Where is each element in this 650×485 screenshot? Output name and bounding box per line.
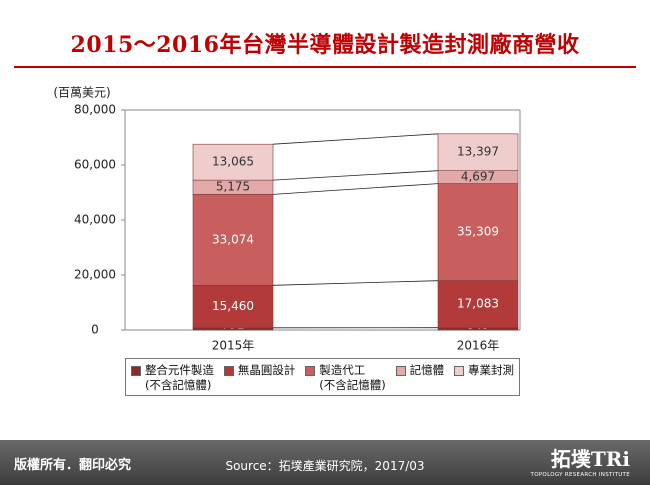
logo-text: 拓墣TRi — [550, 447, 630, 471]
legend-item: 整合元件製造 (不含記憶體) — [130, 363, 214, 393]
y-tick-label: 40,000 — [74, 213, 116, 227]
legend-label: 整合元件製造 (不含記憶體) — [144, 363, 214, 392]
footer: 版權所有．翻印必究 Source：拓墣產業研究院，2017/03 拓墣TRi T… — [0, 440, 650, 485]
copyright: 版權所有．翻印必究 — [14, 458, 132, 473]
logo-subtitle: TOPOLOGY RESEARCH INSTITUTE — [530, 472, 630, 478]
value-label: 13,397 — [457, 145, 499, 159]
title-rule — [14, 66, 636, 68]
x-tick-label: 2016年 — [457, 339, 500, 353]
legend-label: 無晶圓設計 — [237, 363, 296, 377]
source: Source：拓墣產業研究院，2017/03 — [225, 459, 425, 473]
value-label: 5,175 — [216, 180, 250, 194]
legend-label: 製造代工 (不含記憶體) — [319, 363, 386, 392]
connector — [272, 170, 439, 181]
bar-segment — [437, 133, 519, 171]
chart-title: 2015～2016年台灣半導體設計製造封測廠商營收 — [70, 32, 580, 58]
legend-marker — [395, 366, 406, 376]
legend-item: 無晶圓設計 — [223, 363, 296, 378]
y-tick-label: 60,000 — [74, 158, 116, 172]
connector — [272, 280, 439, 286]
value-label: 33,074 — [212, 232, 254, 246]
bar-segment — [192, 143, 274, 181]
legend-marker — [223, 366, 234, 376]
value-label: 15,460 — [212, 299, 254, 313]
value-label: 35,309 — [457, 225, 499, 239]
legend-marker — [130, 366, 141, 376]
value-label: 17,083 — [457, 297, 499, 311]
bar-segment — [437, 183, 519, 281]
y-tick-label: 20,000 — [74, 268, 116, 282]
chart: (百萬美元) 020,00040,00060,00080,00079115,46… — [53, 86, 521, 353]
value-label: 13,065 — [212, 155, 254, 169]
x-tick-label: 2015年 — [212, 339, 255, 353]
legend: 整合元件製造 (不含記憶體) 無晶圓設計 製造代工 (不含記憶體) 記憶體 專業封測 — [125, 358, 520, 396]
legend-marker — [305, 366, 316, 376]
y-tick-label: 0 — [91, 323, 99, 337]
value-label: 4,697 — [461, 170, 495, 184]
bar-segment — [192, 194, 274, 286]
legend-item: 記憶體 — [395, 363, 445, 378]
connector — [272, 183, 439, 195]
bar-segment — [192, 285, 274, 329]
y-axis-label: (百萬美元) — [53, 86, 110, 100]
legend-item: 專業封測 — [453, 363, 514, 378]
legend-marker — [453, 366, 464, 376]
connector — [272, 133, 439, 145]
y-tick-label: 80,000 — [74, 103, 116, 117]
bar-segment — [437, 280, 519, 328]
legend-label: 記憶體 — [409, 363, 445, 377]
logo: 拓墣TRi TOPOLOGY RESEARCH INSTITUTE — [531, 443, 630, 478]
legend-item: 製造代工 (不含記憶體) — [305, 363, 386, 393]
legend-label: 專業封測 — [467, 363, 514, 377]
